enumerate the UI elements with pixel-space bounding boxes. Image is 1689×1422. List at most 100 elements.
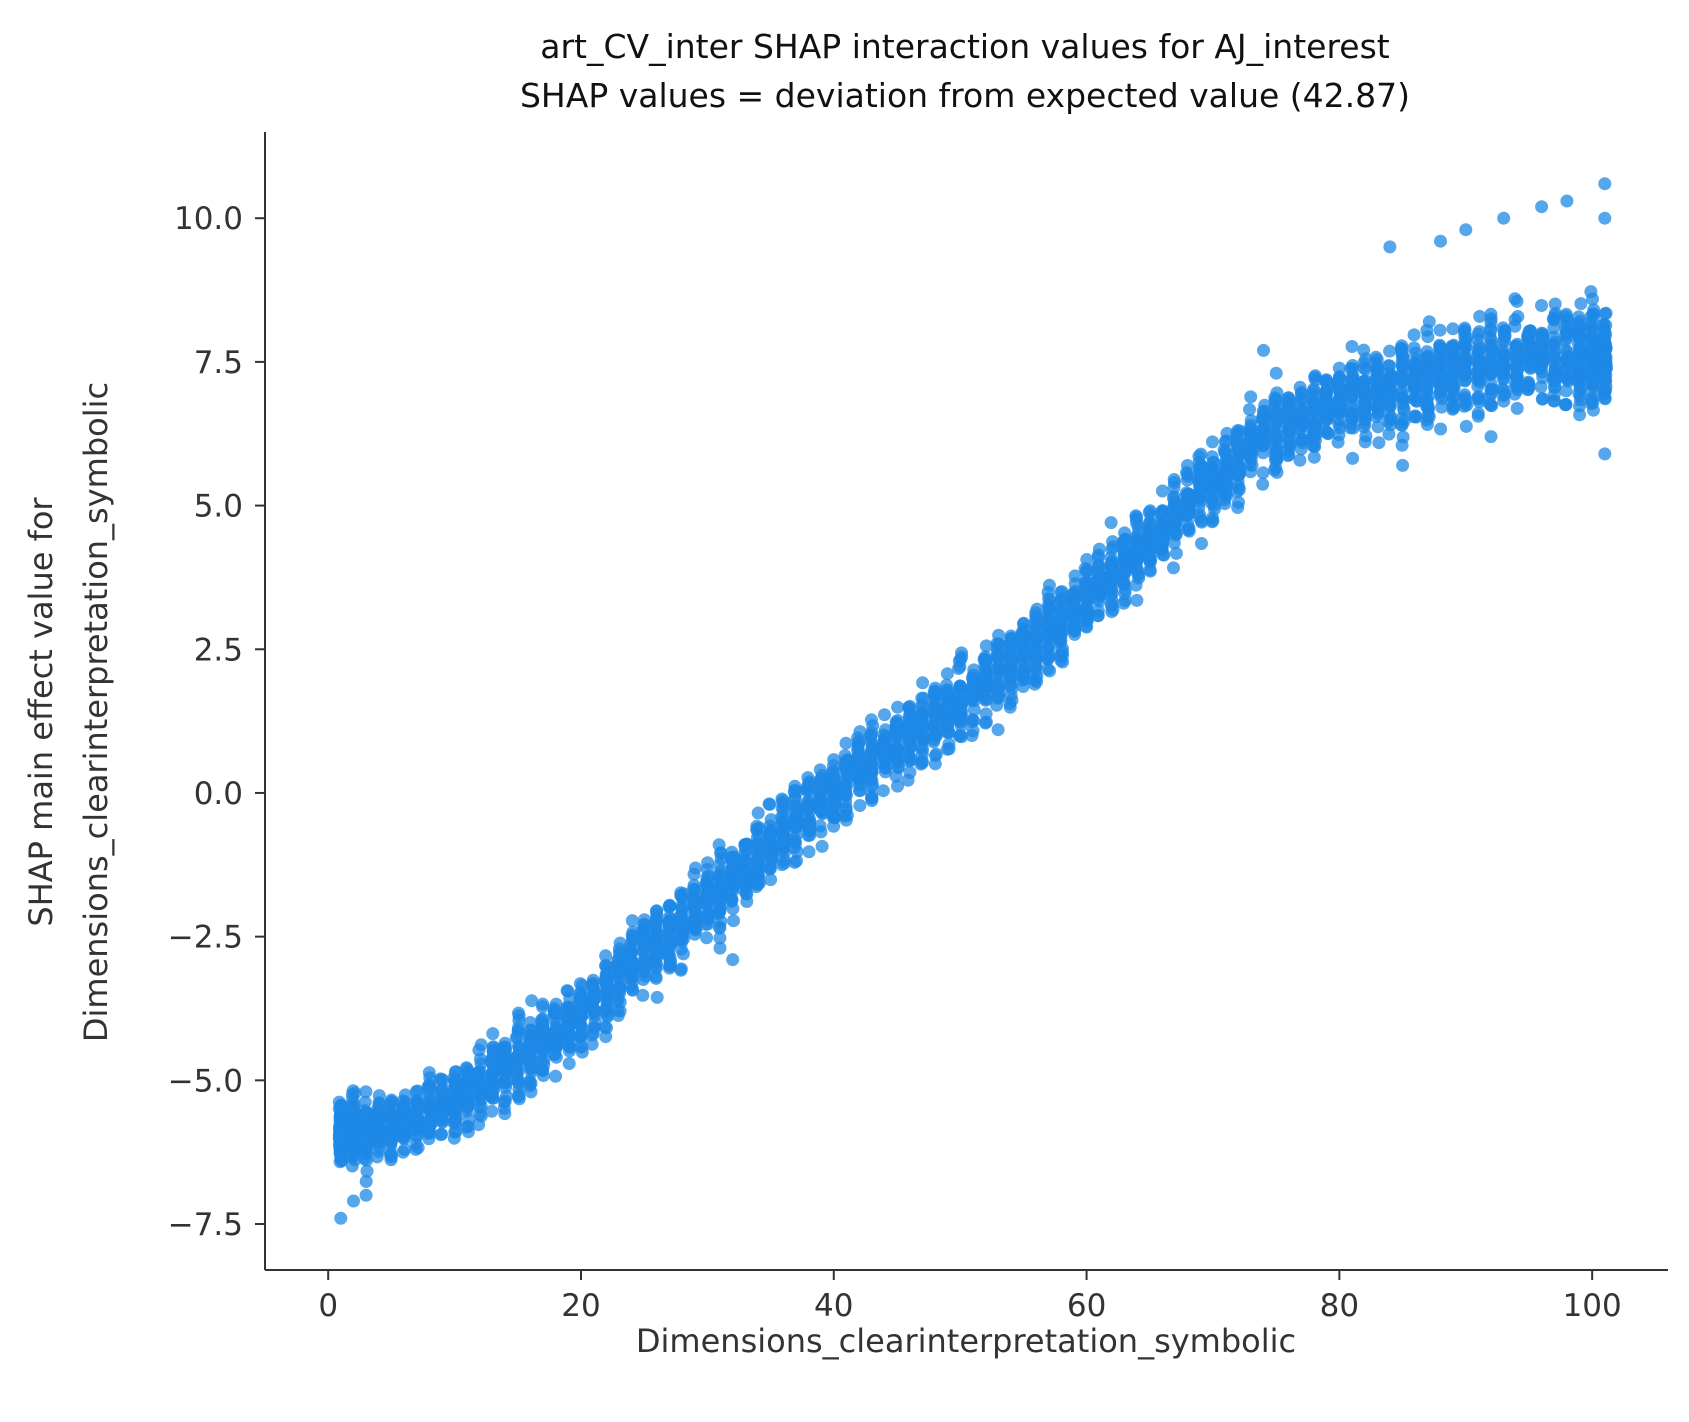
scatter-point xyxy=(434,1102,448,1116)
scatter-point xyxy=(1371,367,1385,381)
scatter-point xyxy=(790,819,804,833)
scatter-point xyxy=(1484,386,1498,400)
y-tick-label: 5.0 xyxy=(194,489,243,525)
scatter-point xyxy=(827,819,841,833)
scatter-point xyxy=(523,1023,537,1037)
scatter-point xyxy=(1054,634,1068,648)
scatter-point xyxy=(1508,319,1522,333)
scatter-point xyxy=(1167,536,1181,550)
scatter-point xyxy=(663,899,677,913)
scatter-point xyxy=(1269,433,1283,446)
scatter-point xyxy=(1043,599,1057,613)
scatter-point xyxy=(1142,505,1156,519)
scatter-point xyxy=(623,944,637,958)
scatter-point xyxy=(436,1087,449,1101)
scatter-point xyxy=(1333,395,1347,409)
scatter-point xyxy=(878,750,892,764)
scatter-point xyxy=(536,1069,550,1082)
scatter-point xyxy=(523,1034,537,1048)
y-axis-label-line1: SHAP main effect value for xyxy=(22,497,60,927)
scatter-point xyxy=(788,855,802,869)
scatter-point xyxy=(1281,449,1295,463)
scatter-point xyxy=(1370,380,1384,394)
scatter-point xyxy=(1573,408,1587,422)
scatter-point xyxy=(549,1042,563,1055)
scatter-point xyxy=(636,945,650,959)
scatter-point xyxy=(738,854,752,868)
scatter-point xyxy=(1029,613,1043,627)
scatter-point xyxy=(1269,366,1283,380)
scatter-point xyxy=(955,698,968,711)
scatter-point xyxy=(1332,372,1346,386)
scatter-point xyxy=(713,931,727,945)
scatter-point xyxy=(1420,345,1434,359)
scatter-point xyxy=(360,1118,374,1132)
scatter-point xyxy=(1459,223,1473,237)
scatter-point xyxy=(1434,349,1448,363)
scatter-point xyxy=(662,917,676,931)
scatter-point xyxy=(472,1079,486,1093)
scatter-point xyxy=(1319,411,1333,424)
scatter-point xyxy=(473,1100,486,1114)
scatter-point xyxy=(1257,343,1270,357)
scatter-point xyxy=(1080,553,1094,566)
scatter-point xyxy=(1257,425,1271,439)
scatter-point xyxy=(1446,322,1460,336)
scatter-point xyxy=(1534,340,1548,354)
scatter-point xyxy=(1244,390,1258,404)
scatter-point xyxy=(890,752,903,766)
scatter-point xyxy=(952,662,966,675)
scatter-point xyxy=(1511,380,1525,394)
scatter-point xyxy=(864,713,878,727)
x-axis-label: Dimensions_clearinterpretation_symbolic xyxy=(636,1322,1296,1360)
scatter-point xyxy=(1586,292,1599,306)
scatter-point xyxy=(1497,211,1511,225)
scatter-point xyxy=(1307,409,1321,422)
scatter-point xyxy=(1445,341,1459,355)
scatter-point xyxy=(358,1134,372,1148)
scatter-point xyxy=(423,1081,437,1095)
scatter-point xyxy=(978,674,992,687)
scatter-point xyxy=(775,801,789,815)
scatter-point xyxy=(1321,426,1335,440)
scatter-point xyxy=(1167,561,1180,575)
scatter-point xyxy=(727,914,740,928)
scatter-point xyxy=(689,907,703,921)
scatter-point xyxy=(1104,582,1118,596)
scatter-point xyxy=(435,1114,449,1128)
scatter-point xyxy=(525,994,539,1008)
scatter-point xyxy=(826,788,840,802)
scatter-point xyxy=(955,650,969,664)
scatter-point xyxy=(1397,366,1411,380)
scatter-point xyxy=(512,1092,526,1106)
scatter-point xyxy=(1345,371,1359,385)
scatter-point xyxy=(1508,292,1522,306)
scatter-point xyxy=(1068,569,1082,583)
scatter-point xyxy=(1409,394,1423,408)
scatter-point xyxy=(1004,654,1018,667)
scatter-point xyxy=(1232,495,1245,509)
scatter-point xyxy=(334,1211,348,1225)
scatter-point xyxy=(675,917,689,931)
scatter-point xyxy=(1116,535,1130,549)
scatter-point xyxy=(1560,356,1574,370)
scatter-point xyxy=(839,765,853,779)
scatter-point xyxy=(1167,505,1181,519)
scatter-point xyxy=(940,667,954,681)
scatter-point xyxy=(1054,653,1068,667)
scatter-point xyxy=(813,819,827,833)
scatter-point xyxy=(1357,375,1371,389)
scatter-point xyxy=(901,722,915,736)
scatter-point xyxy=(334,1148,348,1162)
scatter-point xyxy=(1534,380,1548,394)
scatter-point xyxy=(1142,551,1156,565)
scatter-point xyxy=(979,639,993,653)
scatter-point xyxy=(1409,378,1423,391)
scatter-point xyxy=(1243,448,1256,462)
scatter-point xyxy=(486,1027,500,1041)
scatter-point xyxy=(360,1164,374,1178)
scatter-point xyxy=(1409,356,1423,370)
scatter-point xyxy=(371,1105,385,1119)
scatter-point xyxy=(1319,373,1333,387)
